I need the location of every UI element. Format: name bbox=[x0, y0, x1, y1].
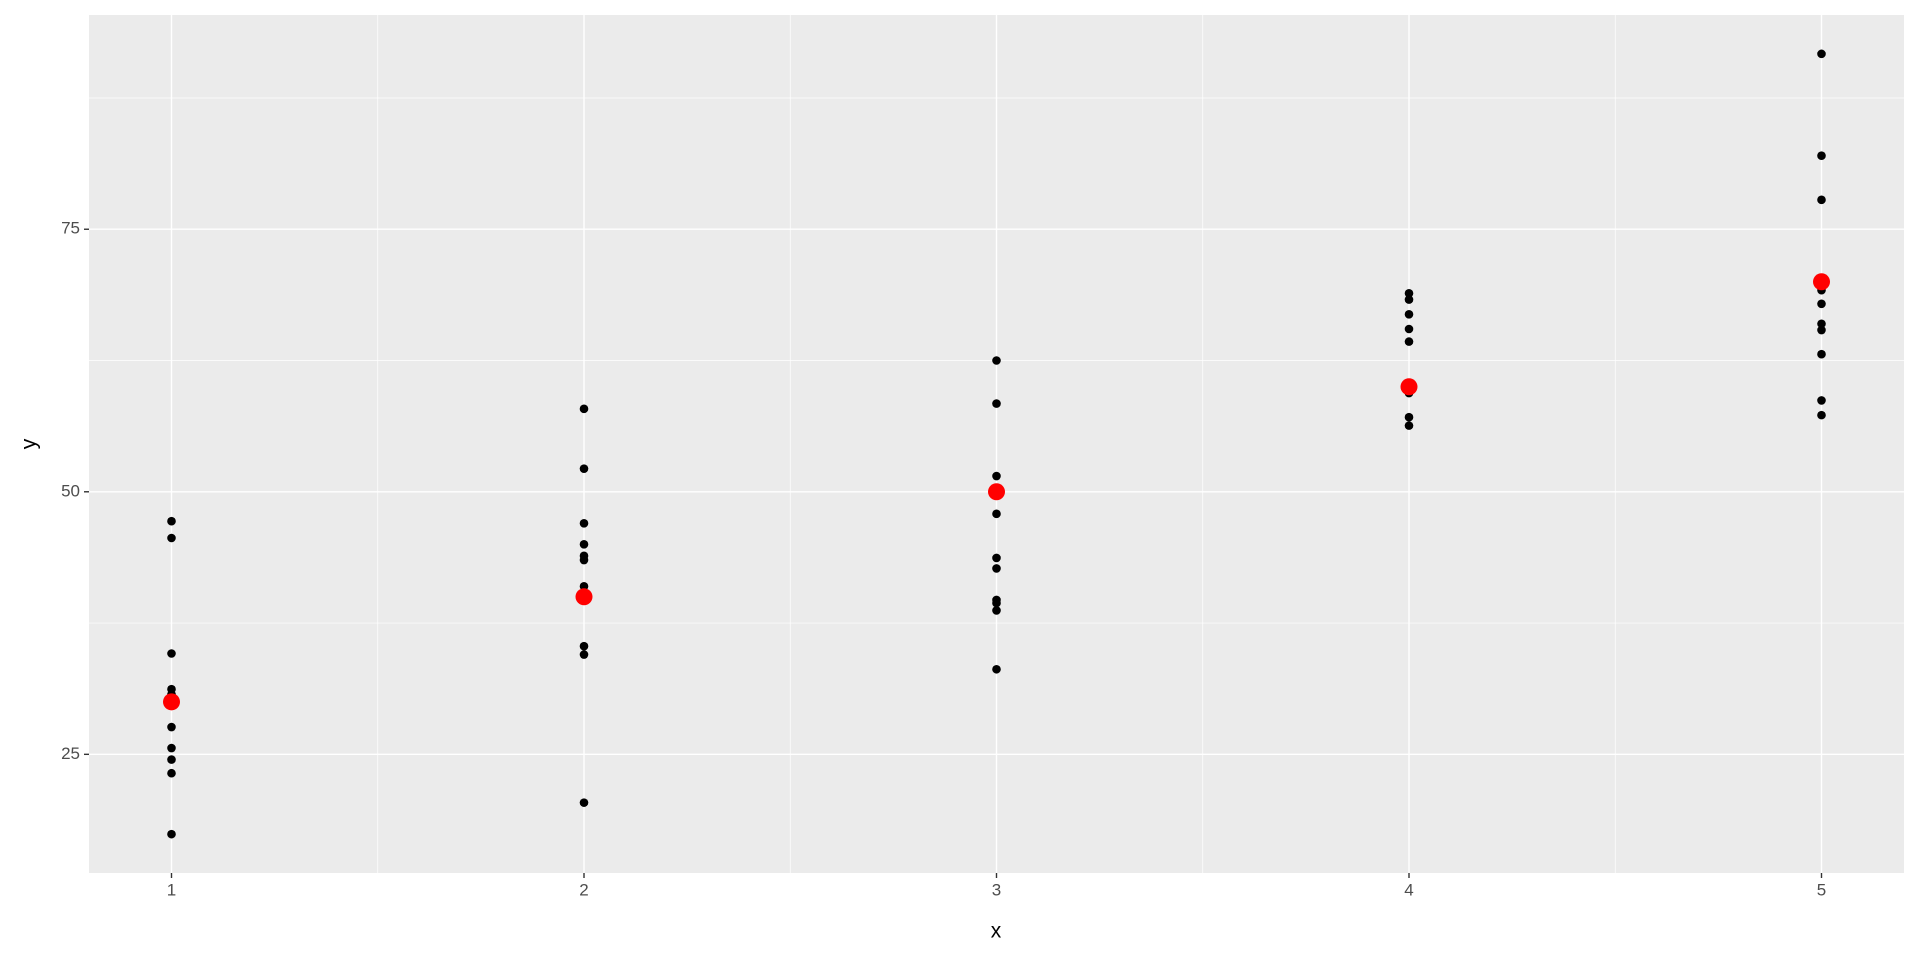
point bbox=[163, 693, 180, 711]
point bbox=[1817, 396, 1826, 405]
point bbox=[1817, 325, 1826, 335]
point bbox=[1817, 151, 1826, 161]
point bbox=[1817, 49, 1826, 59]
point bbox=[992, 664, 1001, 674]
point bbox=[579, 641, 589, 651]
y-axis-title: y bbox=[18, 438, 41, 449]
x-tick-label: 3 bbox=[992, 880, 1001, 899]
point bbox=[579, 539, 589, 549]
point bbox=[579, 581, 589, 591]
point bbox=[167, 768, 176, 778]
point bbox=[579, 650, 589, 659]
point bbox=[579, 464, 589, 473]
point bbox=[167, 533, 176, 543]
point bbox=[992, 399, 1001, 408]
point bbox=[988, 483, 1005, 501]
point bbox=[1404, 337, 1414, 346]
point bbox=[1404, 288, 1414, 298]
point bbox=[167, 743, 176, 753]
point bbox=[992, 471, 1001, 481]
point bbox=[579, 404, 589, 414]
point bbox=[167, 755, 176, 764]
point bbox=[1404, 421, 1414, 430]
point bbox=[1817, 349, 1826, 359]
point bbox=[579, 555, 589, 565]
point bbox=[579, 518, 589, 528]
point bbox=[167, 516, 176, 526]
point bbox=[992, 509, 1001, 519]
point bbox=[167, 649, 176, 658]
point bbox=[575, 588, 593, 606]
point bbox=[1404, 310, 1414, 319]
x-tick-label: 5 bbox=[1817, 880, 1826, 899]
x-tick-label: 1 bbox=[167, 880, 176, 899]
point bbox=[992, 356, 1001, 365]
point bbox=[992, 564, 1001, 573]
point bbox=[1817, 195, 1826, 205]
point bbox=[992, 553, 1001, 563]
x-tick-label: 2 bbox=[579, 880, 588, 899]
point bbox=[1404, 324, 1414, 334]
point bbox=[1817, 410, 1826, 420]
y-tick-label: 75 bbox=[61, 219, 80, 238]
point bbox=[992, 606, 1001, 615]
point bbox=[992, 598, 1001, 608]
point bbox=[1817, 299, 1826, 309]
x-axis-title: x bbox=[991, 920, 1002, 943]
point bbox=[579, 798, 589, 807]
point bbox=[1813, 273, 1830, 291]
point bbox=[167, 722, 176, 732]
x-tick-label: 4 bbox=[1404, 880, 1413, 899]
point bbox=[1400, 378, 1418, 396]
point bbox=[1404, 295, 1414, 304]
point bbox=[1404, 412, 1414, 422]
point bbox=[1817, 319, 1826, 329]
point bbox=[167, 829, 176, 839]
y-tick-label: 50 bbox=[61, 481, 80, 500]
y-tick-label: 25 bbox=[61, 744, 80, 763]
